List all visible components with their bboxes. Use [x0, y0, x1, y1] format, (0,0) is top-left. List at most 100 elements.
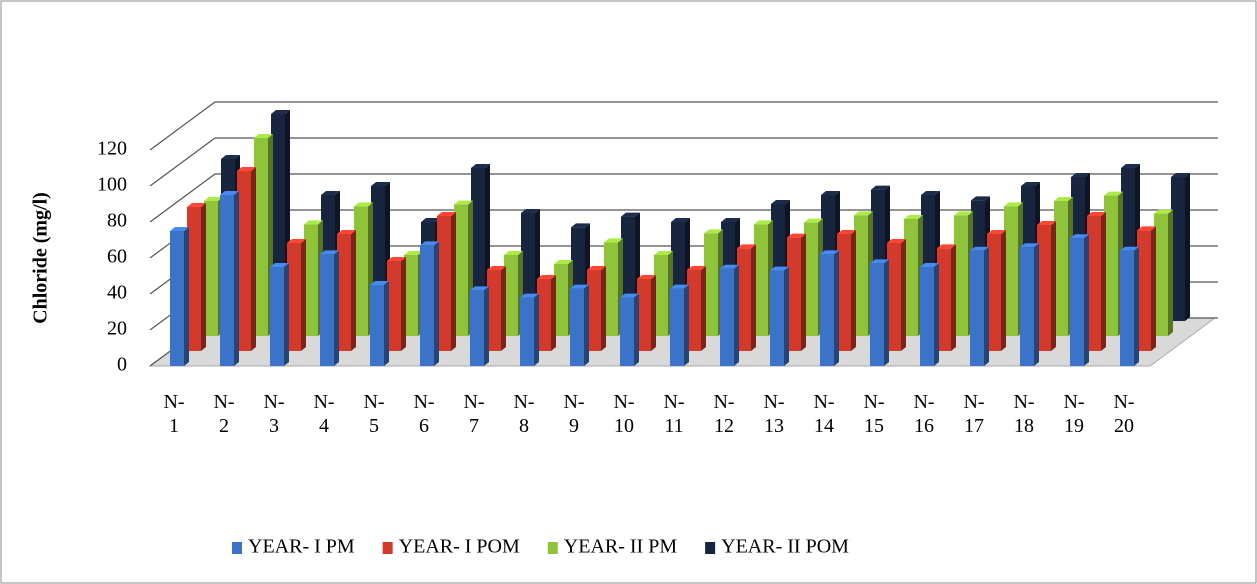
bar-top	[837, 230, 856, 234]
bar	[420, 245, 434, 366]
grid-line	[149, 101, 1218, 151]
bar	[1070, 238, 1084, 366]
bar-top	[437, 212, 456, 216]
x-tick-label: N-15	[863, 391, 885, 437]
bar-side	[851, 230, 856, 351]
bar-top	[771, 200, 790, 204]
bar-top	[871, 185, 890, 190]
bar-top	[687, 266, 706, 270]
x-tick-label: N-18	[1013, 391, 1035, 437]
x-tick-label: N-5	[363, 391, 385, 437]
bar	[387, 261, 401, 351]
x-tick-label: N-16	[913, 391, 935, 437]
bar-side	[634, 293, 639, 366]
bar-side	[301, 239, 306, 351]
bar-side	[684, 284, 689, 366]
bar	[1054, 201, 1068, 336]
x-tick-label: N-7	[463, 391, 485, 437]
bar-top	[1137, 226, 1156, 231]
x-tick-label: N-3	[263, 391, 285, 437]
bar-top	[821, 191, 840, 195]
x-tick-label: N-19	[1063, 391, 1085, 437]
bar	[187, 207, 201, 351]
bar	[304, 224, 318, 336]
y-tick-label: 20	[107, 318, 127, 340]
bar-top	[620, 293, 639, 298]
bar	[337, 234, 351, 351]
bar-side	[551, 275, 556, 351]
bar	[471, 168, 485, 321]
bar-top	[1154, 209, 1173, 214]
bar-side	[651, 275, 656, 351]
bar-top	[904, 215, 923, 219]
bar	[587, 270, 601, 351]
bar-top	[471, 164, 490, 168]
bar	[804, 222, 818, 336]
bar-top	[1004, 202, 1023, 207]
x-tick-label: N-10	[613, 391, 635, 437]
bar-side	[1151, 226, 1156, 351]
bar	[520, 297, 534, 366]
legend-swatch	[382, 542, 393, 554]
bar-top	[271, 110, 290, 114]
bar-top	[937, 244, 956, 249]
x-tick-label: N-2	[213, 391, 235, 437]
bar-side	[401, 257, 406, 351]
bar-top	[1171, 173, 1190, 177]
bar	[1120, 250, 1134, 366]
bar-side	[784, 266, 789, 366]
bar	[170, 231, 184, 366]
bar	[704, 233, 718, 336]
bar	[1171, 177, 1185, 321]
bar-side	[901, 239, 906, 351]
bar-side	[234, 191, 239, 366]
bar-top	[604, 238, 623, 243]
bar-top	[521, 209, 540, 213]
bar-top	[204, 197, 223, 201]
bar-top	[571, 223, 590, 228]
x-tick-label: N-6	[413, 391, 435, 437]
bar	[670, 288, 684, 366]
bar-side	[584, 284, 589, 366]
bar-side	[201, 203, 206, 351]
bar	[720, 268, 734, 366]
grid-line	[149, 173, 1218, 223]
bar-top	[721, 218, 740, 222]
bar	[920, 267, 934, 366]
bar-side	[1101, 212, 1106, 351]
bar-top	[304, 220, 323, 225]
bar-top	[787, 233, 806, 238]
y-tick-label: 100	[97, 174, 127, 196]
bar-side	[1185, 173, 1190, 321]
legend-label: YEAR- I POM	[399, 536, 520, 558]
bar-top	[1087, 212, 1106, 216]
bar-top	[971, 196, 990, 201]
bar-top	[387, 257, 406, 261]
bar-top	[1020, 243, 1039, 248]
bar-top	[870, 259, 889, 264]
y-tick-label: 80	[107, 210, 127, 232]
bar	[604, 242, 618, 336]
bar-side	[351, 230, 356, 351]
bar-top	[404, 251, 423, 255]
bar	[854, 215, 868, 336]
bar	[537, 279, 551, 351]
bar	[654, 255, 668, 336]
legend-swatch	[232, 542, 242, 554]
bar-side	[801, 233, 806, 351]
y-tick-label: 40	[107, 282, 127, 304]
bar-top	[1021, 182, 1040, 186]
bar	[270, 267, 284, 366]
legend-label: YEAR- II POM	[721, 536, 849, 558]
bar	[620, 297, 634, 366]
bar-side	[184, 227, 189, 366]
bar-side	[884, 259, 889, 366]
bar-top	[487, 266, 506, 270]
bar	[987, 234, 1001, 351]
x-tick-label: N-9	[563, 391, 585, 437]
legend-label: YEAR- II PM	[564, 536, 678, 558]
bar	[954, 215, 968, 336]
bar	[687, 270, 701, 351]
y-tick-label: 120	[97, 138, 127, 160]
